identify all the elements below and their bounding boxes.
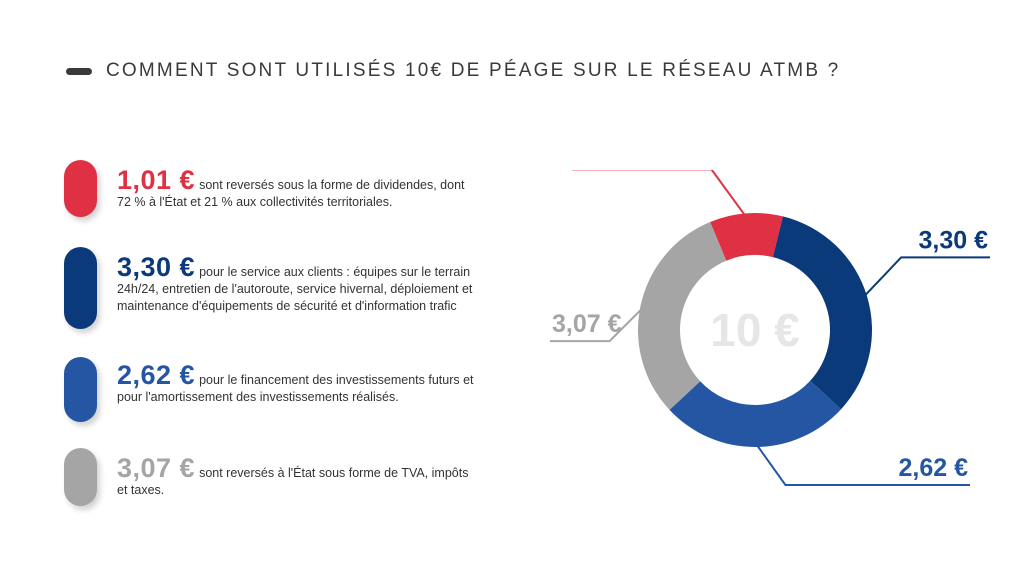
title-dash — [66, 67, 92, 75]
donut-slice-0 — [710, 213, 783, 261]
legend-amount: 2,62 € — [117, 360, 196, 390]
legend-text: 2,62 € pour le financement des investisse… — [117, 360, 477, 406]
callout-line-3 — [550, 305, 646, 343]
callout-line-2 — [754, 442, 970, 486]
legend-pill-red — [64, 160, 97, 217]
donut-slice-1 — [772, 216, 872, 410]
center-label: 10 € — [710, 304, 800, 356]
legend-text: 1,01 € sont reversés sous la forme de div… — [117, 165, 477, 211]
page-title: COMMENT SONT UTILISÉS 10€ DE PÉAGE SUR L… — [106, 60, 841, 81]
legend-pill-blue — [64, 357, 97, 422]
legend-pill-grey — [64, 448, 97, 506]
legend-text: 3,07 € sont reversés à l'État sous forme … — [117, 453, 477, 499]
legend-amount: 3,30 € — [117, 252, 196, 282]
legend-amount: 1,01 € — [117, 165, 196, 195]
legend-amount: 3,07 € — [117, 453, 196, 483]
callout-line-0 — [572, 170, 748, 218]
callout-label-2: 2,62 € — [898, 454, 968, 482]
legend-text: 3,30 € pour le service aux clients : équi… — [117, 252, 477, 315]
legend-description: sont reversés à l'État sous forme de TVA… — [117, 466, 469, 497]
legend-description: pour le financement des investissements … — [117, 373, 474, 404]
legend-description: pour le service aux clients : équipes su… — [117, 265, 473, 313]
donut-slice-2 — [669, 380, 842, 447]
legend-pill-navy — [64, 247, 97, 329]
donut-slice-3 — [638, 221, 727, 410]
legend-description: sont reversés sous la forme de dividende… — [117, 178, 465, 209]
donut-chart: 10 €1,01 €3,30 €2,62 €3,07 € — [550, 170, 990, 486]
callout-label-1: 3,30 € — [918, 226, 988, 254]
title-bar: COMMENT SONT UTILISÉS 10€ DE PÉAGE SUR L… — [66, 60, 840, 82]
callout-line-1 — [862, 256, 990, 299]
callout-label-3: 3,07 € — [552, 310, 622, 338]
